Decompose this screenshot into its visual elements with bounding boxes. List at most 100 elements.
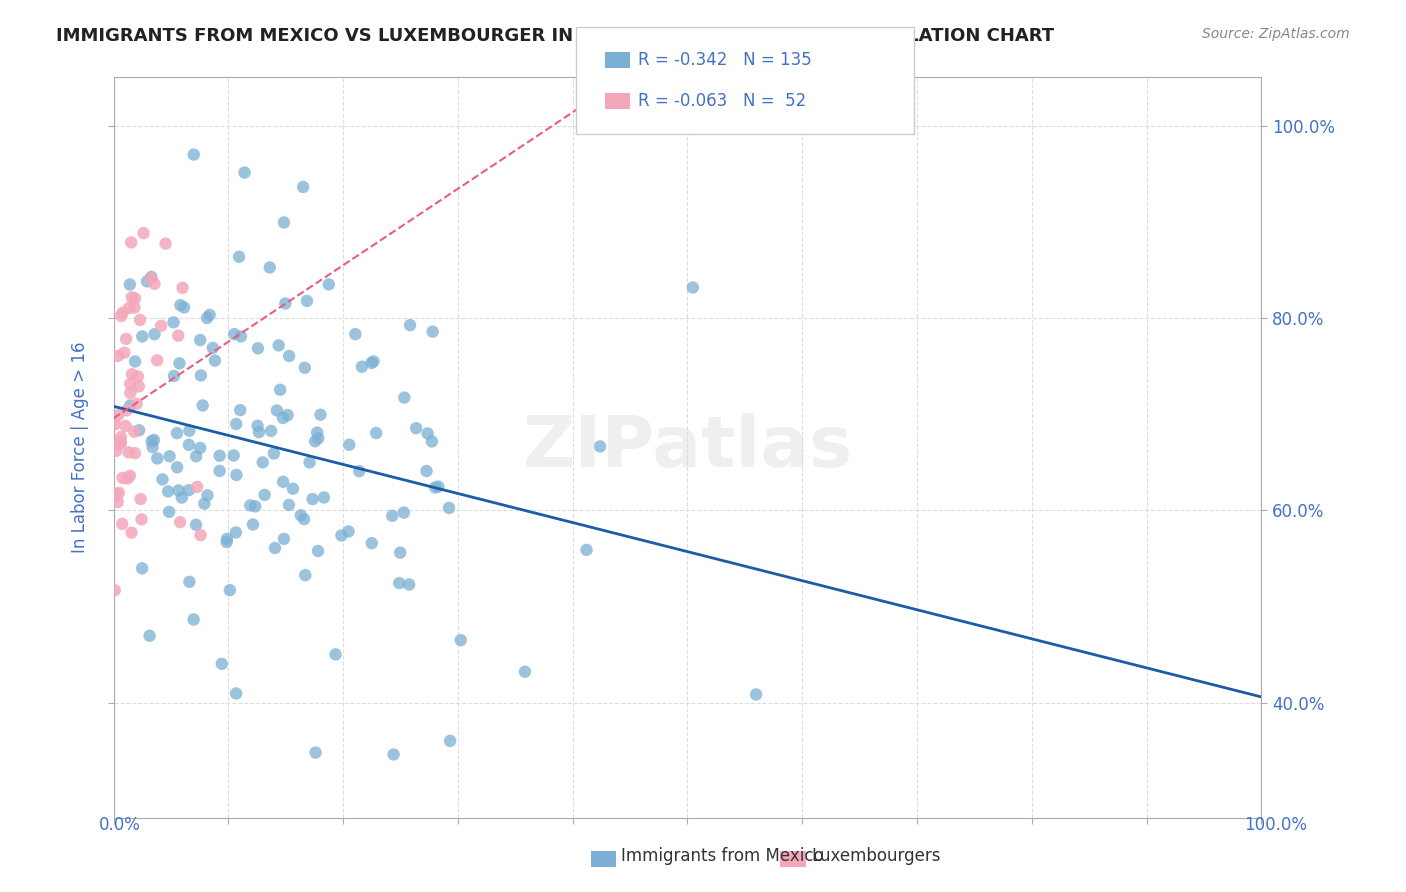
Point: [131, 329, 153, 343]
Point: [141, 269, 163, 284]
Point: [118, 468, 141, 483]
Point: [157, 505, 180, 519]
Point: [120, 376, 142, 391]
Point: [159, 449, 181, 463]
Point: [177, 483, 200, 497]
Point: [269, 383, 291, 397]
Point: [110, 434, 132, 449]
Point: [163, 368, 186, 383]
Point: [389, 546, 412, 560]
Point: [191, 399, 214, 413]
Text: Luxembourgers: Luxembourgers: [811, 847, 941, 865]
Point: [295, 293, 318, 308]
Point: [131, 561, 153, 575]
Point: [120, 235, 142, 250]
Point: [169, 298, 191, 312]
Point: [115, 403, 138, 417]
Point: [318, 277, 340, 292]
Point: [388, 576, 411, 591]
Point: [312, 491, 335, 505]
Point: [575, 542, 598, 557]
Point: [166, 460, 188, 475]
Point: [121, 367, 143, 381]
Point: [150, 318, 173, 333]
Point: [190, 528, 212, 542]
Point: [108, 486, 131, 500]
Point: [129, 491, 152, 506]
Point: [166, 426, 188, 441]
Point: [169, 356, 191, 370]
Point: [437, 500, 460, 515]
Point: [229, 403, 252, 417]
Point: [242, 517, 264, 532]
Point: [121, 525, 143, 540]
Point: [290, 508, 312, 523]
Point: [330, 528, 353, 542]
Point: [146, 353, 169, 368]
Point: [399, 318, 422, 333]
Point: [366, 425, 388, 440]
Point: [239, 499, 262, 513]
Point: [105, 443, 128, 458]
Point: [309, 408, 332, 422]
Point: [247, 425, 270, 439]
Point: [179, 424, 201, 438]
Point: [420, 434, 443, 449]
Point: [589, 439, 612, 453]
Point: [513, 665, 536, 679]
Point: [111, 306, 134, 320]
Point: [111, 516, 134, 531]
Point: [273, 215, 295, 229]
Point: [281, 482, 304, 496]
Point: [169, 515, 191, 529]
Text: Source: ZipAtlas.com: Source: ZipAtlas.com: [1202, 27, 1350, 41]
Point: [266, 403, 288, 417]
Point: [215, 532, 238, 546]
Point: [294, 568, 316, 582]
Point: [139, 271, 162, 285]
Point: [162, 315, 184, 329]
Point: [115, 332, 138, 346]
Text: R = -0.063   N =  52: R = -0.063 N = 52: [638, 92, 807, 110]
Point: [392, 506, 415, 520]
Point: [360, 536, 382, 550]
Point: [204, 353, 226, 368]
Point: [184, 517, 207, 532]
Point: [124, 292, 146, 306]
Point: [416, 426, 439, 441]
Point: [197, 488, 219, 502]
Point: [155, 236, 177, 251]
Point: [107, 495, 129, 509]
Point: [292, 180, 315, 194]
Point: [307, 425, 329, 440]
Point: [107, 409, 129, 423]
Point: [253, 488, 276, 502]
Point: [125, 397, 148, 411]
Point: [117, 471, 139, 485]
Point: [122, 425, 145, 439]
Point: [118, 277, 141, 292]
Point: [110, 309, 132, 323]
Point: [360, 356, 382, 370]
Point: [112, 345, 135, 359]
Point: [104, 583, 127, 598]
Text: Immigrants from Mexico: Immigrants from Mexico: [621, 847, 824, 865]
Point: [271, 475, 294, 489]
Point: [325, 648, 347, 662]
Point: [138, 629, 160, 643]
Point: [745, 688, 768, 702]
Point: [271, 411, 294, 425]
Point: [337, 524, 360, 539]
Point: [439, 734, 461, 748]
Point: [190, 368, 212, 383]
Point: [294, 360, 316, 375]
Point: [259, 260, 281, 275]
Point: [132, 226, 155, 240]
Point: [170, 491, 193, 505]
Point: [179, 574, 201, 589]
Point: [111, 471, 134, 485]
Point: [278, 349, 301, 363]
Point: [124, 301, 146, 315]
Point: [425, 480, 447, 494]
Point: [186, 480, 208, 494]
